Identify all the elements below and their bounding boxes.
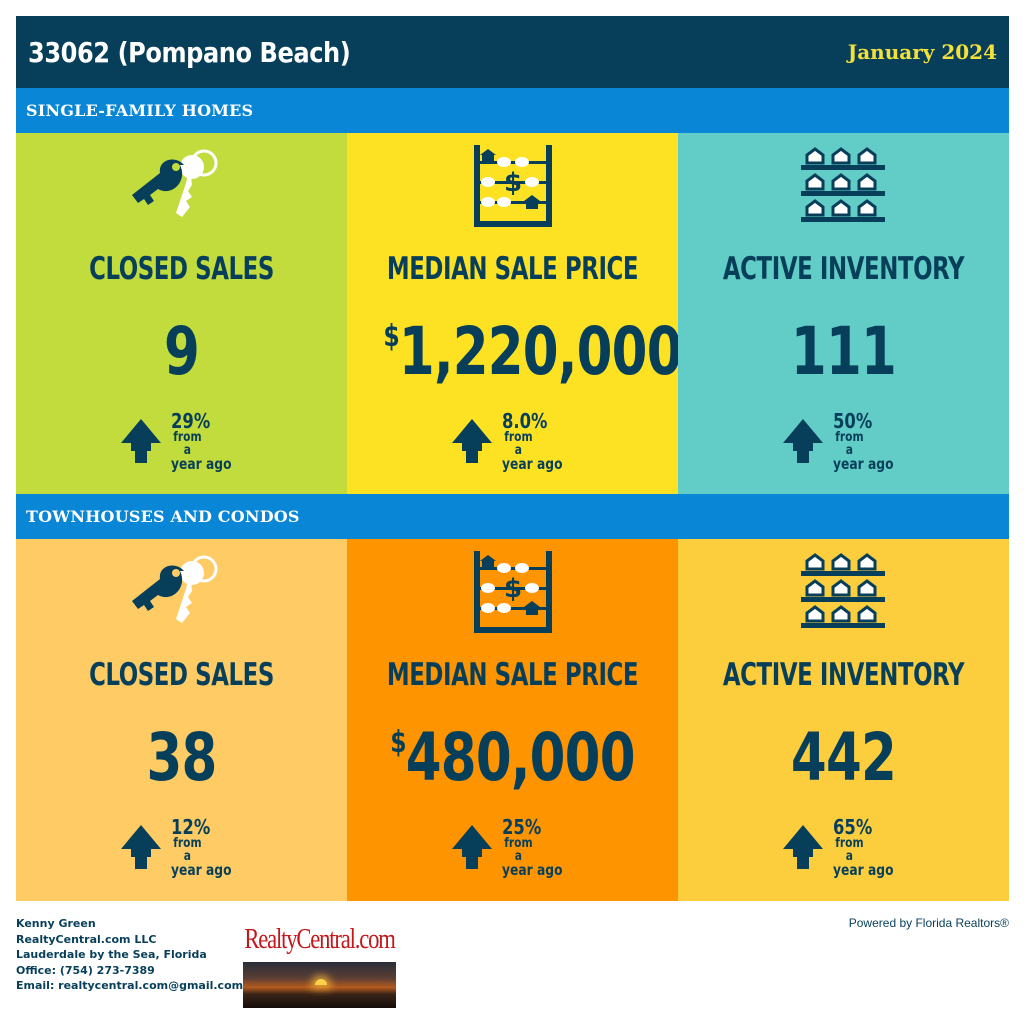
card-median-sale-price: $ MEDIAN SALE PRICE $1,220,000 8.0% from… <box>347 133 683 494</box>
value-number: 442 <box>790 719 897 796</box>
change-text: 25% from a year ago <box>502 817 563 878</box>
powered-by: Powered by Florida Realtors® <box>848 916 1009 930</box>
keys-icon <box>16 141 347 241</box>
value-number: 1,220,000 <box>398 313 683 390</box>
currency-symbol: $ <box>383 319 399 354</box>
metric-value: $480,000 <box>383 719 641 796</box>
change-when: year ago <box>501 861 563 879</box>
abacus-icon: $ <box>347 141 678 241</box>
section-header-single-family: SINGLE-FAMILY HOMES <box>16 88 1009 133</box>
change-from: from a <box>172 836 202 864</box>
metric-label: CLOSED SALES <box>89 657 274 693</box>
change-when: year ago <box>170 861 232 879</box>
section-row-single-family: CLOSED SALES 9 29% from a year ago <box>16 133 1009 494</box>
svg-text:$: $ <box>503 168 521 198</box>
change-text: 50% from a year ago <box>833 411 894 472</box>
value-number: 111 <box>790 313 897 390</box>
card-active-inventory: ACTIVE INVENTORY 111 50% from a year ago <box>678 133 1009 494</box>
agent-email: Email: realtycentral.com@gmail.com <box>16 979 244 992</box>
currency-symbol: $ <box>390 725 406 760</box>
sunset-image <box>243 962 396 1008</box>
realtycentral-logo: RealtyCentral.com <box>243 916 396 1008</box>
change-from: from a <box>834 430 864 458</box>
change-indicator: 50% from a year ago <box>678 411 1009 472</box>
sun-icon <box>315 979 327 985</box>
agent-company: RealtyCentral.com LLC <box>16 932 157 946</box>
metric-label: ACTIVE INVENTORY <box>722 251 965 287</box>
metric-value: 9 <box>52 313 310 390</box>
metric-value: 442 <box>714 719 972 796</box>
change-indicator: 8.0% from a year ago <box>347 411 678 472</box>
metric-label: CLOSED SALES <box>89 251 274 287</box>
change-indicator: 65% from a year ago <box>678 817 1009 878</box>
change-indicator: 29% from a year ago <box>16 411 347 472</box>
change-text: 8.0% from a year ago <box>502 411 563 472</box>
change-indicator: 12% from a year ago <box>16 817 347 878</box>
card-active-inventory: ACTIVE INVENTORY 442 65% from a year ago <box>678 539 1009 901</box>
header-bar: 33062 (Pompano Beach) January 2024 <box>16 16 1009 88</box>
value-number: 38 <box>146 719 217 796</box>
card-closed-sales: CLOSED SALES 9 29% from a year ago <box>16 133 347 494</box>
agent-contact-block: Kenny Green RealtyCentral.com LLC Lauder… <box>16 916 243 994</box>
change-percent: 8.0% <box>501 409 548 433</box>
change-indicator: 25% from a year ago <box>347 817 678 878</box>
section-label: SINGLE-FAMILY HOMES <box>26 101 254 120</box>
keys-icon <box>16 547 347 647</box>
change-when: year ago <box>501 455 563 473</box>
change-when: year ago <box>832 861 894 879</box>
change-when: year ago <box>832 455 894 473</box>
agent-location: Lauderdale by the Sea, Florida <box>16 948 207 961</box>
card-median-sale-price: $ MEDIAN SALE PRICE $480,000 25% from a … <box>347 539 678 901</box>
change-percent: 12% <box>170 815 210 839</box>
up-arrow-icon <box>451 825 492 869</box>
change-percent: 29% <box>170 409 210 433</box>
section-label: TOWNHOUSES AND CONDOS <box>26 507 300 526</box>
report-date: January 2024 <box>847 40 997 64</box>
change-from: from a <box>503 836 533 864</box>
change-text: 29% from a year ago <box>171 411 232 472</box>
houses-icon <box>678 547 1009 647</box>
footer: Kenny Green RealtyCentral.com LLC Lauder… <box>16 916 1009 1016</box>
change-text: 65% from a year ago <box>833 817 894 878</box>
change-percent: 65% <box>832 815 872 839</box>
card-closed-sales: CLOSED SALES 38 12% from a year ago <box>16 539 347 901</box>
metric-value: 38 <box>52 719 310 796</box>
logo-wordmark: RealtyCentral.com <box>244 922 396 955</box>
change-from: from a <box>503 430 533 458</box>
page-title: 33062 (Pompano Beach) <box>28 35 351 69</box>
up-arrow-icon <box>120 825 161 869</box>
up-arrow-icon <box>451 419 492 463</box>
value-number: 9 <box>163 313 200 390</box>
change-percent: 25% <box>501 815 541 839</box>
metric-value: $1,220,000 <box>383 313 682 390</box>
change-from: from a <box>172 430 202 458</box>
metric-value: 111 <box>714 313 972 390</box>
metric-label: ACTIVE INVENTORY <box>722 657 965 693</box>
change-text: 12% from a year ago <box>171 817 232 878</box>
up-arrow-icon <box>782 419 823 463</box>
metric-label: MEDIAN SALE PRICE <box>386 657 639 693</box>
infographic: 33062 (Pompano Beach) January 2024 SINGL… <box>16 16 1009 901</box>
up-arrow-icon <box>782 825 823 869</box>
value-number: 480,000 <box>405 719 636 796</box>
section-header-townhouses-condos: TOWNHOUSES AND CONDOS <box>16 494 1009 539</box>
section-row-townhouses-condos: CLOSED SALES 38 12% from a year ago <box>16 539 1009 901</box>
change-from: from a <box>834 836 864 864</box>
change-when: year ago <box>170 455 232 473</box>
agent-office-phone: Office: (754) 273-7389 <box>16 963 155 977</box>
agent-name: Kenny Green <box>16 917 96 930</box>
metric-label: MEDIAN SALE PRICE <box>386 251 639 287</box>
houses-icon <box>678 141 1009 241</box>
svg-text:$: $ <box>503 574 521 604</box>
change-percent: 50% <box>832 409 872 433</box>
up-arrow-icon <box>120 419 161 463</box>
abacus-icon: $ <box>347 547 678 647</box>
